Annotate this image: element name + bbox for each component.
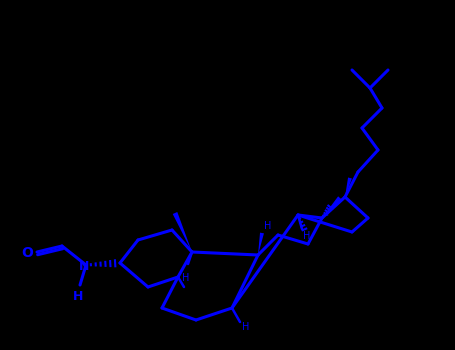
Text: '': ''	[324, 212, 329, 222]
Text: O: O	[21, 246, 33, 260]
Text: H: H	[242, 322, 249, 332]
Text: H: H	[182, 273, 189, 283]
Polygon shape	[322, 196, 342, 218]
Text: H: H	[303, 231, 310, 241]
Polygon shape	[173, 212, 192, 252]
Text: N: N	[79, 259, 89, 273]
Polygon shape	[258, 233, 264, 255]
Polygon shape	[345, 177, 352, 197]
Text: H: H	[264, 221, 271, 231]
Text: H: H	[73, 290, 83, 303]
